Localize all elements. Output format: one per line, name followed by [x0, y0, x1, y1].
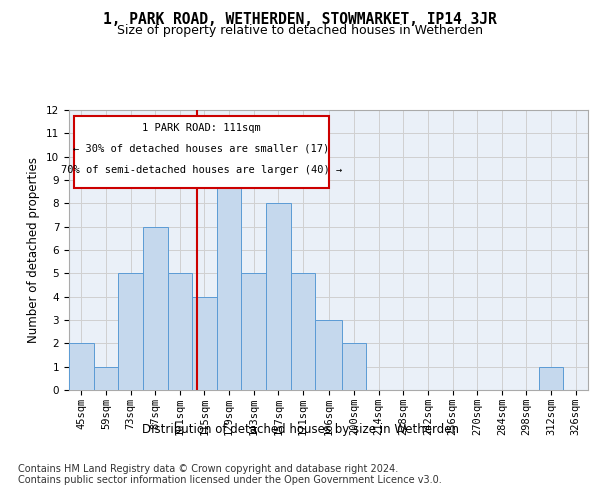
Bar	[118, 274, 143, 390]
Bar	[143, 226, 167, 390]
Text: Distribution of detached houses by size in Wetherden: Distribution of detached houses by size …	[142, 422, 458, 436]
Text: 1, PARK ROAD, WETHERDEN, STOWMARKET, IP14 3JR: 1, PARK ROAD, WETHERDEN, STOWMARKET, IP1…	[103, 12, 497, 28]
Bar	[192, 296, 217, 390]
Bar	[316, 320, 341, 390]
Bar	[266, 204, 290, 390]
Bar	[69, 344, 94, 390]
Bar	[94, 366, 118, 390]
Text: ← 30% of detached houses are smaller (17): ← 30% of detached houses are smaller (17…	[73, 144, 329, 154]
Text: Contains HM Land Registry data © Crown copyright and database right 2024.: Contains HM Land Registry data © Crown c…	[18, 464, 398, 474]
Text: 70% of semi-detached houses are larger (40) →: 70% of semi-detached houses are larger (…	[61, 164, 342, 174]
Bar	[539, 366, 563, 390]
Bar	[167, 274, 192, 390]
Text: Contains public sector information licensed under the Open Government Licence v3: Contains public sector information licen…	[18, 475, 442, 485]
FancyBboxPatch shape	[74, 116, 329, 188]
Bar	[241, 274, 266, 390]
Text: 1 PARK ROAD: 111sqm: 1 PARK ROAD: 111sqm	[142, 122, 261, 132]
Bar	[217, 156, 241, 390]
Bar	[341, 344, 367, 390]
Text: Size of property relative to detached houses in Wetherden: Size of property relative to detached ho…	[117, 24, 483, 37]
Bar	[290, 274, 316, 390]
Y-axis label: Number of detached properties: Number of detached properties	[28, 157, 40, 343]
